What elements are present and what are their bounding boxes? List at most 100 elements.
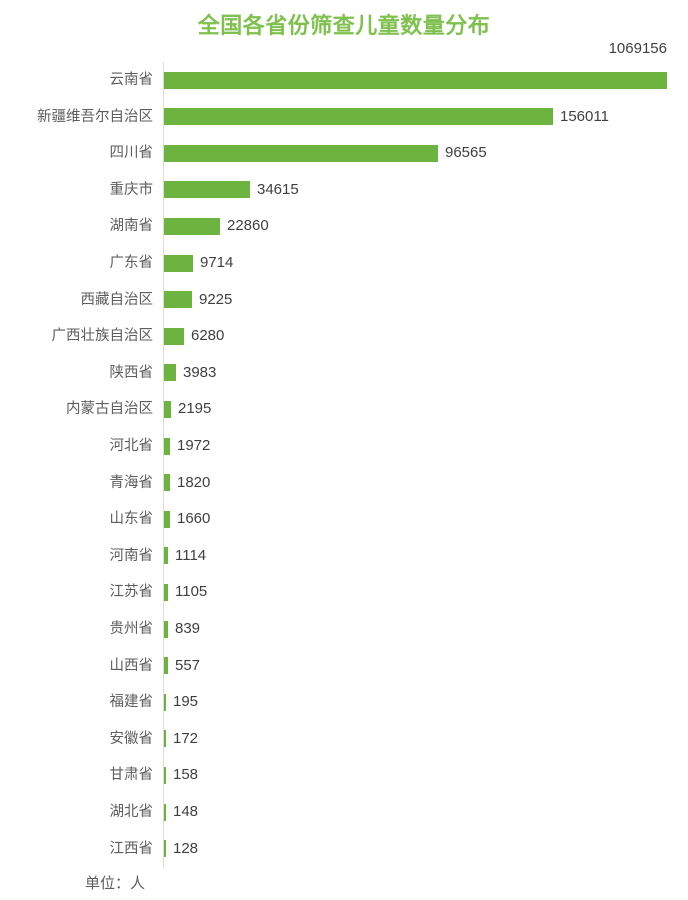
bar-value-label: 1660 [177, 510, 211, 528]
bar-row: 四川省 96565 [0, 135, 688, 171]
category-label: 江西省 [109, 840, 154, 857]
bar-wrapper: 557 [164, 648, 200, 684]
category-label: 云南省 [109, 72, 154, 88]
bar[interactable] [164, 693, 166, 711]
bar-wrapper: 34615 [164, 172, 299, 208]
category-label: 福建省 [109, 694, 154, 711]
bar-row: 新疆维吾尔自治区 156011 [0, 99, 688, 135]
bar-row: 甘肃省 158 [0, 757, 688, 793]
bar-value-label: 34615 [257, 180, 299, 198]
bar-row: 内蒙古自治区 2195 [0, 391, 688, 427]
bar[interactable] [164, 144, 438, 162]
category-label: 西藏自治区 [80, 291, 154, 308]
bar-value-label: 195 [173, 693, 199, 711]
bar-row: 江西省 128 [0, 831, 688, 867]
bar-value-label: 1972 [177, 437, 211, 454]
bar-value-label: 1820 [177, 473, 211, 491]
bar[interactable] [164, 547, 168, 565]
bar-wrapper: 1972 [164, 428, 210, 464]
category-label: 四川省 [109, 145, 154, 162]
bar-value-label: 172 [173, 729, 199, 747]
bar-row: 安徽省 172 [0, 721, 688, 757]
category-label: 陕西省 [109, 364, 154, 381]
bar[interactable] [164, 71, 667, 89]
category-label: 广东省 [109, 255, 154, 271]
category-label: 贵州省 [109, 621, 154, 637]
bar-value-label: 9714 [200, 254, 234, 271]
bar-row: 云南省 1069156 [0, 40, 688, 98]
bar-value-label: 156011 [560, 107, 609, 125]
bar[interactable] [164, 254, 193, 272]
category-label: 河南省 [109, 547, 154, 564]
bar-row: 广东省 9714 [0, 245, 688, 281]
plot-area: 云南省 1069156 新疆维吾尔自治区 156011 四川省 96565 重庆市 34615… [0, 40, 688, 874]
bar-value-label: 9225 [199, 290, 233, 308]
bar[interactable] [164, 437, 170, 455]
category-label: 甘肃省 [109, 767, 154, 784]
category-label: 广西壮族自治区 [51, 328, 154, 345]
bar-value-label: 839 [175, 620, 201, 637]
bar-wrapper: 128 [164, 831, 198, 867]
bar-wrapper: 3983 [164, 355, 216, 391]
bar-value-label: 3983 [183, 363, 217, 381]
bar[interactable] [164, 400, 171, 418]
bar-wrapper: 195 [164, 684, 198, 720]
bar-value-label: 1114 [175, 546, 207, 564]
bar-wrapper: 9225 [164, 282, 232, 318]
bar-row: 江苏省 1105 [0, 574, 688, 610]
bar-wrapper: 156011 [164, 99, 609, 135]
bar[interactable] [164, 364, 176, 382]
bar-value-label: 6280 [191, 327, 225, 345]
category-label: 河北省 [109, 438, 154, 454]
bar-wrapper: 1660 [164, 501, 210, 537]
bar[interactable] [164, 583, 168, 601]
bar-row: 西藏自治区 9225 [0, 282, 688, 318]
category-label: 青海省 [109, 474, 154, 491]
bar[interactable] [164, 510, 170, 528]
bar[interactable] [164, 108, 553, 126]
category-label: 山东省 [109, 511, 154, 528]
bar-value-label: 96565 [445, 144, 487, 162]
bar[interactable] [164, 840, 166, 858]
bar-wrapper: 2195 [164, 391, 211, 427]
bar-value-label: 158 [173, 766, 199, 784]
bar-value-label: 148 [173, 803, 199, 820]
bar[interactable] [164, 291, 192, 309]
bar-row: 山东省 1660 [0, 501, 688, 537]
bar-wrapper: 1069156 [164, 40, 667, 98]
bar-row: 贵州省 839 [0, 611, 688, 647]
category-label: 重庆市 [109, 181, 154, 198]
bar[interactable] [164, 766, 166, 784]
bar-wrapper: 1105 [164, 574, 207, 610]
bar[interactable] [164, 657, 168, 675]
bar-row: 陕西省 3983 [0, 355, 688, 391]
category-label: 安徽省 [109, 730, 154, 747]
bar-row: 广西壮族自治区 6280 [0, 318, 688, 354]
bar[interactable] [164, 217, 220, 235]
bar-wrapper: 22860 [164, 208, 269, 244]
bar-value-label: 557 [175, 656, 201, 674]
category-label: 湖南省 [109, 218, 154, 235]
bar-row: 湖南省 22860 [0, 208, 688, 244]
bar-row: 青海省 1820 [0, 465, 688, 501]
bar-row: 山西省 557 [0, 648, 688, 684]
category-label: 湖北省 [109, 804, 154, 820]
bar[interactable] [164, 327, 184, 345]
category-label: 内蒙古自治区 [66, 401, 153, 418]
bar-wrapper: 148 [164, 794, 198, 830]
bar[interactable] [164, 474, 170, 492]
bar[interactable] [164, 803, 166, 821]
bar[interactable] [164, 620, 168, 638]
category-label: 山西省 [109, 657, 154, 674]
bar-row: 河南省 1114 [0, 538, 688, 574]
bar[interactable] [164, 730, 166, 748]
bar-value-label: 1069156 [608, 40, 667, 57]
bar-wrapper: 1114 [164, 538, 206, 574]
bar[interactable] [164, 181, 250, 199]
bar-wrapper: 1820 [164, 465, 210, 501]
bar-wrapper: 9714 [164, 245, 233, 281]
category-axis-line [163, 62, 164, 868]
bar-value-label: 2195 [178, 400, 212, 418]
bar-value-label: 128 [173, 839, 199, 857]
bar-row: 福建省 195 [0, 684, 688, 720]
